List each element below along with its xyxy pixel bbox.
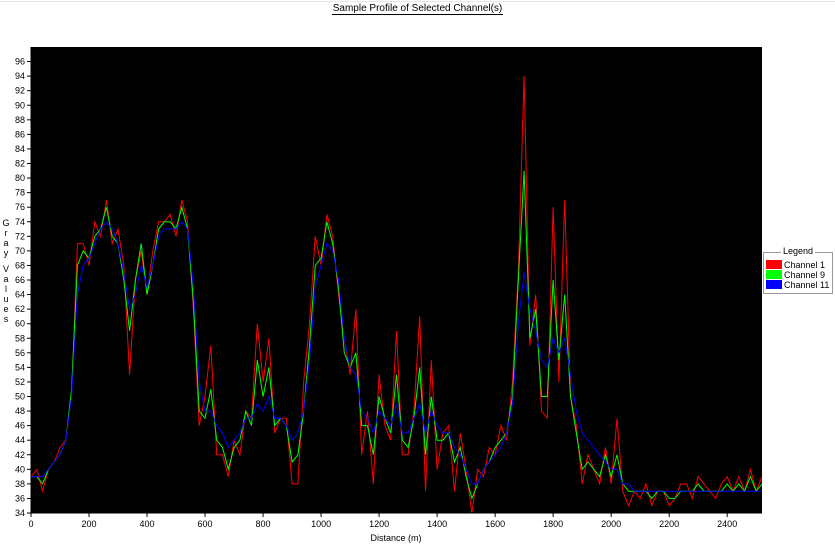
y-tick-label: 76 (15, 202, 25, 212)
y-axis-title-char: a (3, 238, 8, 248)
x-tick-label: 1800 (543, 519, 563, 529)
series-layer (30, 76, 763, 514)
y-axis-title-char: l (5, 284, 7, 294)
y-tick-label: 92 (15, 86, 25, 96)
y-tick-label: 68 (15, 260, 25, 270)
y-tick-label: 54 (15, 362, 25, 372)
x-tick-label: 0 (28, 519, 33, 529)
chart-title-text: Sample Profile of Selected Channel(s) (331, 3, 504, 15)
y-tick-label: 60 (15, 319, 25, 329)
legend-swatch (766, 260, 782, 269)
x-tick-label: 1600 (485, 519, 505, 529)
y-tick-label: 80 (15, 173, 25, 183)
axis-layer: 34 36 38 40 42 44 46 48 50 52 54 56 58 60 62 64 66 68 70 72… (15, 47, 762, 529)
y-tick-label: 74 (15, 217, 25, 227)
legend-label: Channel 9 (784, 270, 826, 280)
y-tick-label: 42 (15, 450, 25, 460)
x-tick-label: 2200 (659, 519, 679, 529)
x-tick-label: 2000 (601, 519, 621, 529)
plot-area (31, 47, 762, 513)
x-tick-label: 1000 (311, 519, 331, 529)
legend-item-channel-1: Channel 1 (766, 260, 825, 270)
y-tick-label: 40 (15, 464, 25, 474)
y-tick-label: 46 (15, 421, 25, 431)
y-axis-title-char: e (3, 304, 8, 314)
y-axis-title-char: u (3, 294, 8, 304)
y-axis-title-char: G (2, 218, 9, 228)
x-tick-label: 400 (140, 519, 155, 529)
y-axis-title-char: V (3, 264, 9, 274)
legend-title: Legend (764, 246, 832, 256)
y-axis-title-char: y (4, 248, 9, 258)
legend-label: Channel 1 (784, 260, 826, 270)
x-tick-label: 200 (82, 519, 97, 529)
x-tick-label: 800 (256, 519, 271, 529)
y-tick-label: 52 (15, 377, 25, 387)
series-line-channel-11 (31, 221, 762, 492)
y-tick-label: 70 (15, 246, 25, 256)
series-line-channel-1 (30, 76, 763, 514)
y-tick-label: 62 (15, 304, 25, 314)
chart-title: Sample Profile of Selected Channel(s) (0, 3, 835, 15)
y-tick-label: 36 (15, 493, 25, 503)
legend: Legend Channel 1 Channel 9 Channel 11 (763, 246, 833, 294)
x-tick-label: 600 (198, 519, 213, 529)
y-tick-label: 64 (15, 290, 25, 300)
y-tick-label: 94 (15, 71, 25, 81)
y-tick-label: 72 (15, 231, 25, 241)
legend-swatch (766, 270, 782, 279)
y-tick-label: 38 (15, 479, 25, 489)
y-tick-label: 96 (15, 57, 25, 67)
x-tick-label: 2400 (717, 519, 737, 529)
x-tick-label: 1400 (427, 519, 447, 529)
title-rule (0, 1, 835, 2)
y-tick-label: 90 (15, 100, 25, 110)
legend-title-text: Legend (780, 246, 816, 256)
y-tick-label: 82 (15, 159, 25, 169)
y-tick-label: 66 (15, 275, 25, 285)
y-tick-label: 44 (15, 435, 25, 445)
legend-swatch (766, 280, 782, 289)
y-axis-title-char: a (3, 274, 8, 284)
y-tick-label: 58 (15, 333, 25, 343)
y-tick-label: 56 (15, 348, 25, 358)
y-tick-label: 50 (15, 392, 25, 402)
y-tick-label: 78 (15, 188, 25, 198)
x-axis-title: Distance (m) (370, 533, 421, 543)
y-tick-label: 86 (15, 129, 25, 139)
legend-item-channel-11: Channel 11 (766, 280, 829, 290)
x-tick-label: 1200 (369, 519, 389, 529)
y-tick-label: 48 (15, 406, 25, 416)
y-tick-label: 88 (15, 115, 25, 125)
y-tick-label: 34 (15, 508, 25, 518)
y-axis-title-char: r (5, 228, 8, 238)
legend-item-channel-9: Channel 9 (766, 270, 825, 280)
y-tick-label: 84 (15, 144, 25, 154)
y-axis-title-char: s (4, 314, 9, 324)
legend-label: Channel 11 (784, 280, 830, 290)
